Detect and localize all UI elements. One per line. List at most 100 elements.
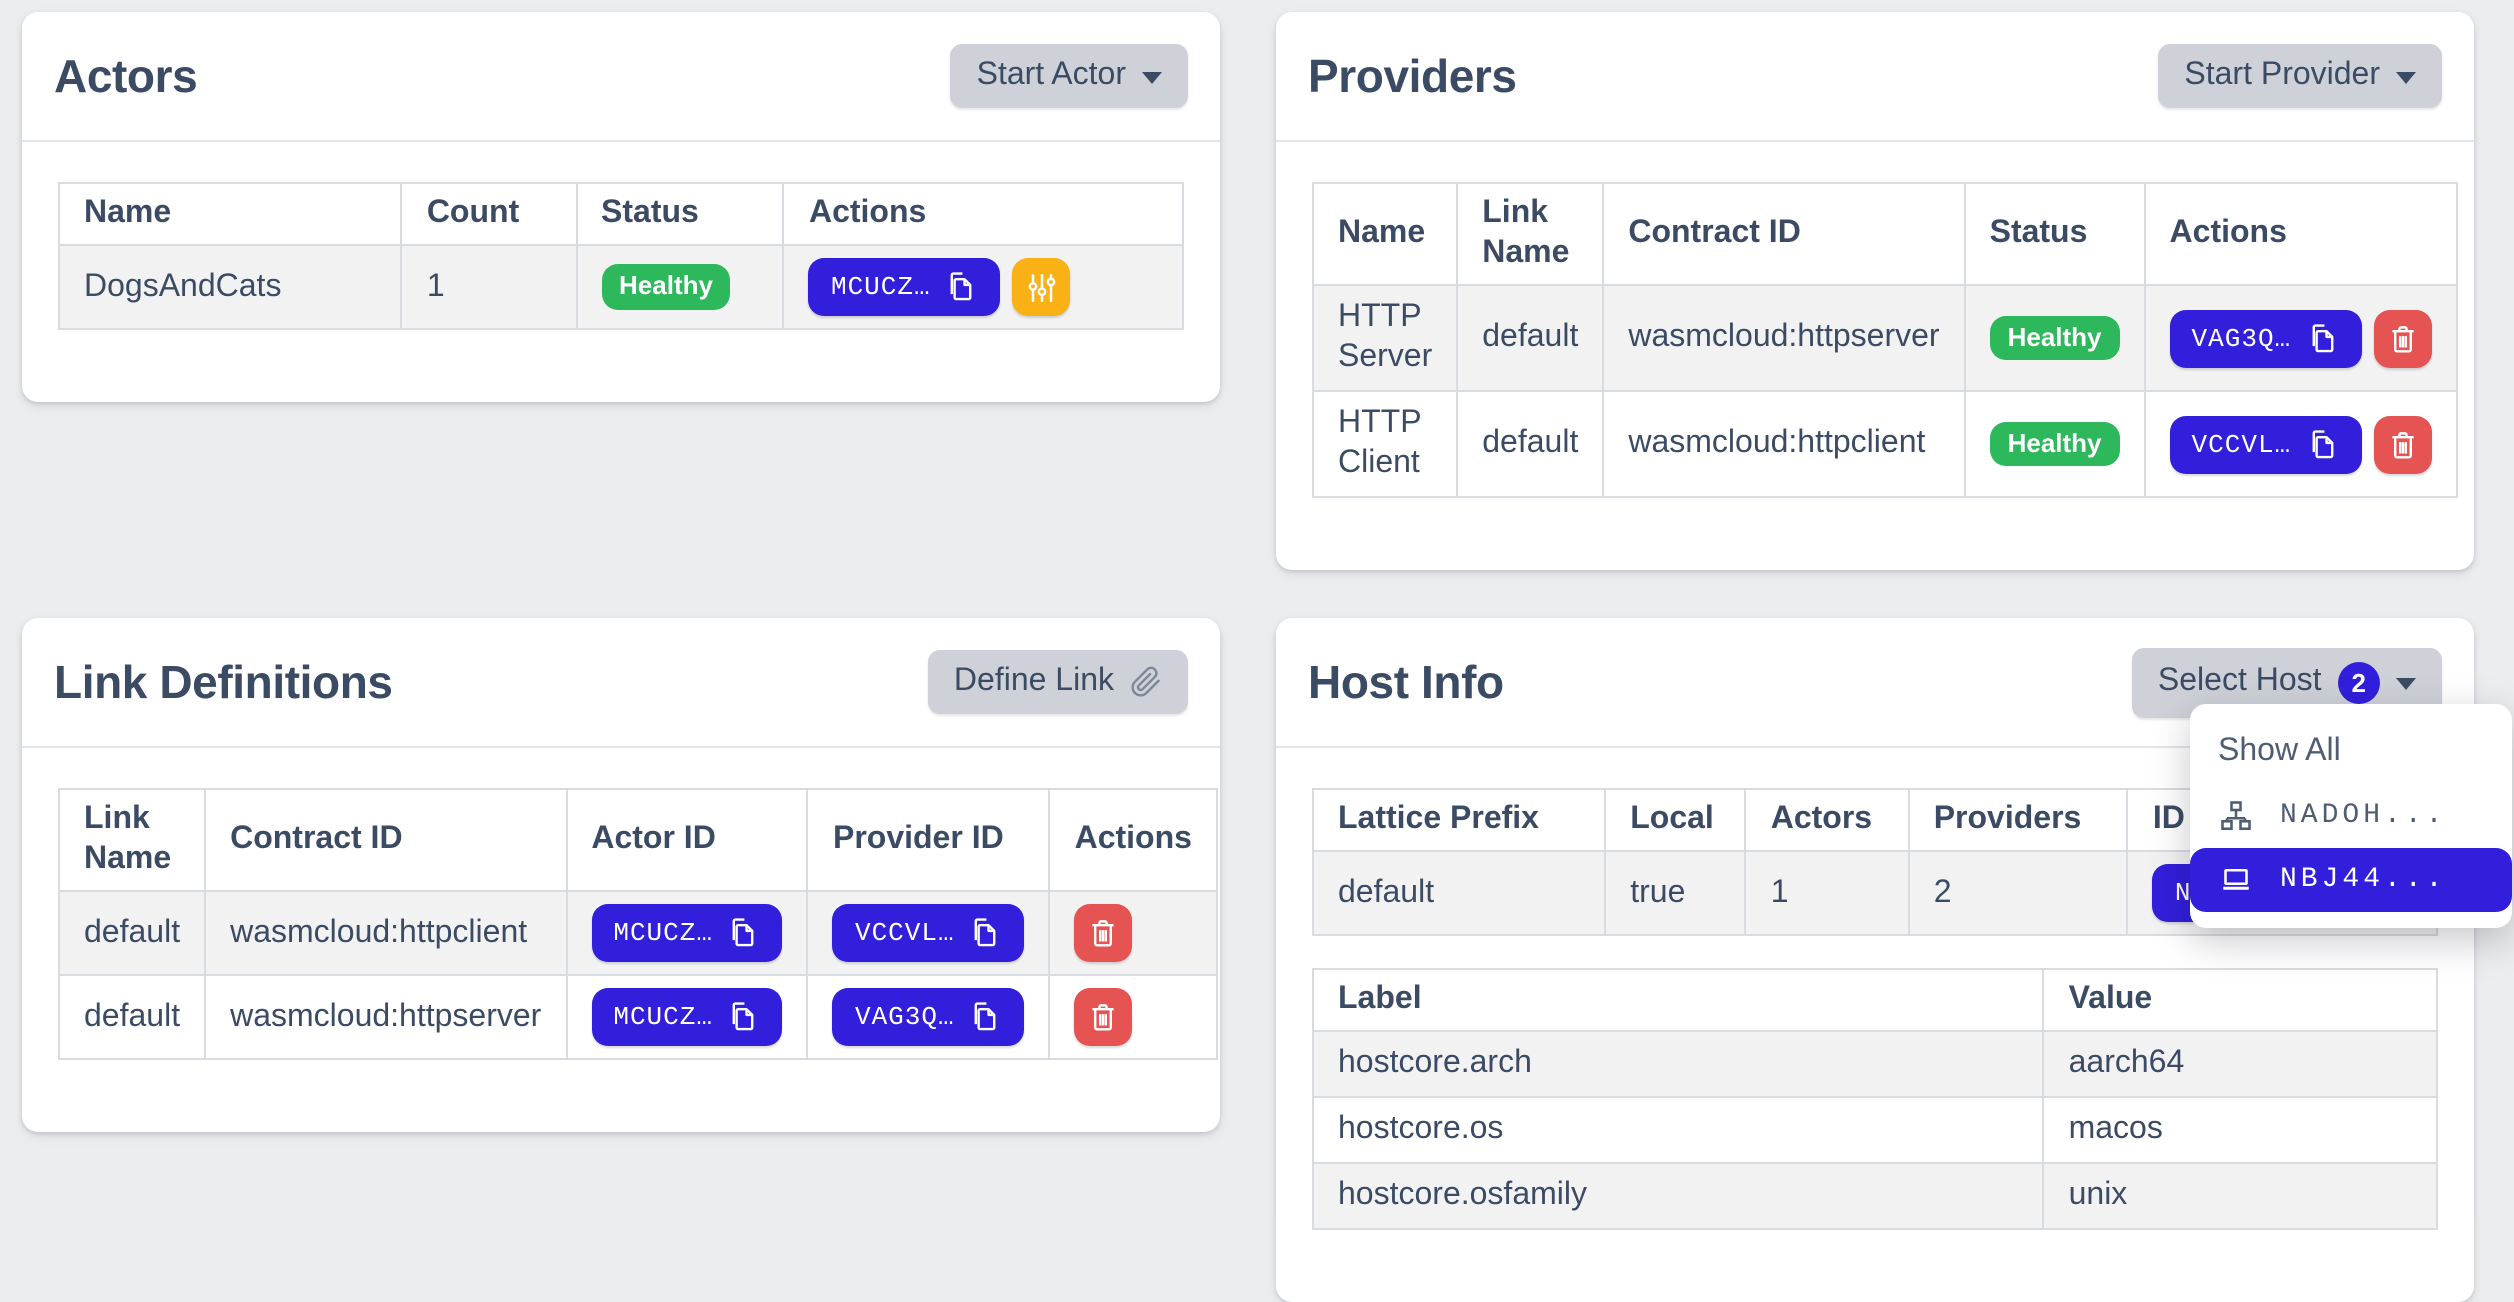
column-header: Actions: [2143, 182, 2458, 286]
actor-scale-button[interactable]: [1012, 258, 1071, 316]
card-actors: Actors Start Actor Name Count Status Act…: [22, 12, 1220, 402]
column-header: Name: [57, 182, 403, 246]
link-name: default: [57, 890, 207, 976]
column-header: Actions: [782, 182, 1184, 246]
define-link-button[interactable]: Define Link: [927, 650, 1188, 714]
link-remove-button[interactable]: [1074, 988, 1133, 1046]
copy-icon: [2311, 323, 2333, 352]
actions-group: MCUCZ…: [808, 258, 1158, 316]
link-name: default: [57, 974, 207, 1060]
start-provider-label: Start Provider: [2184, 58, 2380, 92]
card-providers-body: Name Link Name Contract ID Status Action…: [1276, 142, 2474, 570]
column-header: Contract ID: [1602, 182, 1966, 286]
provider-id-label: VAG3Q…: [854, 1002, 955, 1032]
status-badge: Healthy: [1989, 315, 2120, 361]
card-host-info-body: Lattice Prefix Local Actors Providers ID…: [1276, 748, 2474, 1302]
define-link-label: Define Link: [953, 664, 1114, 698]
copy-icon: [2311, 429, 2333, 458]
start-actor-button[interactable]: Start Actor: [950, 44, 1188, 108]
provider-id-label: VCCVL…: [2191, 429, 2292, 459]
column-header: Lattice Prefix: [1311, 788, 1607, 852]
actor-id-copy-button[interactable]: MCUCZ…: [808, 258, 1001, 316]
provider-link-name: default: [1456, 390, 1605, 498]
actions-group: VAG3Q…: [2169, 309, 2432, 367]
menu-item-host-1[interactable]: NBJ44...: [2190, 848, 2512, 912]
column-header: Actor ID: [565, 788, 809, 892]
provider-status-cell: Healthy: [1963, 390, 2146, 498]
link-actor-id-cell: MCUCZ…: [565, 974, 809, 1060]
column-header: Provider ID: [806, 788, 1051, 892]
link-contract-id: wasmcloud:httpserver: [204, 974, 568, 1060]
provider-actions-cell: VCCVL…: [2143, 390, 2458, 498]
host-lattice-prefix: default: [1311, 850, 1607, 936]
actor-count: 1: [400, 244, 578, 330]
copy-icon: [733, 918, 755, 947]
column-header: Link Name: [1456, 182, 1605, 286]
table-row: hostcore.os macos: [1311, 1096, 2438, 1164]
caret-down-icon: [2396, 678, 2416, 690]
copy-icon: [975, 918, 997, 947]
host-label: hostcore.arch: [1311, 1030, 2045, 1098]
table-row: HTTP Server default wasmcloud:httpserver…: [1311, 284, 2458, 392]
start-provider-button[interactable]: Start Provider: [2158, 44, 2442, 108]
host-id-label: NBJ44...: [2280, 864, 2447, 896]
trash-icon: [2391, 431, 2413, 458]
link-provider-id-cell: VCCVL…: [806, 890, 1051, 976]
caret-down-icon: [1142, 72, 1162, 84]
providers-table: Name Link Name Contract ID Status Action…: [1311, 182, 2458, 498]
host-count-badge: 2: [2337, 661, 2380, 703]
link-provider-id-copy-button[interactable]: VCCVL…: [832, 904, 1025, 962]
table-row: DogsAndCats 1 Healthy MCUCZ…: [57, 244, 1184, 330]
card-actors-body: Name Count Status Actions DogsAndCats 1 …: [22, 142, 1220, 402]
select-host-dropdown-menu: Show All NADOH... NBJ44...: [2190, 704, 2512, 928]
link-actor-id-copy-button[interactable]: MCUCZ…: [591, 904, 783, 962]
provider-id-label: VCCVL…: [854, 918, 955, 948]
paperclip-icon: [1131, 666, 1160, 697]
trash-icon: [2391, 325, 2413, 352]
column-header: Link Name: [57, 788, 207, 892]
trash-icon: [1092, 1004, 1115, 1031]
link-provider-id-copy-button[interactable]: VAG3Q…: [832, 988, 1025, 1046]
provider-id-copy-button[interactable]: VAG3Q…: [2169, 309, 2362, 367]
table-header-row: Lattice Prefix Local Actors Providers ID: [1311, 788, 2438, 852]
provider-remove-button[interactable]: [2373, 309, 2432, 367]
provider-status-cell: Healthy: [1963, 284, 2146, 392]
status-badge: Healthy: [1989, 421, 2120, 467]
link-actor-id-copy-button[interactable]: MCUCZ…: [591, 988, 783, 1046]
link-actions-cell: [1048, 974, 1218, 1060]
host-label-value: macos: [2042, 1096, 2438, 1164]
table-row: HTTP Client default wasmcloud:httpclient…: [1311, 390, 2458, 498]
actor-actions-cell: MCUCZ…: [782, 244, 1184, 330]
link-remove-button[interactable]: [1074, 904, 1133, 962]
card-providers: Providers Start Provider Name Link Name …: [1276, 12, 2474, 570]
column-header: Local: [1604, 788, 1747, 852]
host-labels-table: Label Value hostcore.arch aarch64 hostco…: [1311, 968, 2438, 1230]
card-link-definitions-body: Link Name Contract ID Actor ID Provider …: [22, 748, 1220, 1132]
actor-id-label: MCUCZ…: [830, 272, 931, 302]
column-header: Actors: [1744, 788, 1910, 852]
card-title: Link Definitions: [54, 655, 393, 707]
copy-icon: [733, 1002, 755, 1031]
column-header: Providers: [1907, 788, 2129, 852]
dashboard-page: Actors Start Actor Name Count Status Act…: [22, 12, 2512, 1302]
host-label: hostcore.os: [1311, 1096, 2045, 1164]
cards-grid: Actors Start Actor Name Count Status Act…: [22, 12, 2512, 1302]
provider-id-copy-button[interactable]: VCCVL…: [2169, 415, 2362, 473]
provider-link-name: default: [1456, 284, 1605, 392]
column-header: Label: [1311, 968, 2045, 1032]
link-actions-cell: [1048, 890, 1218, 976]
host-id-label: NADOH...: [2280, 800, 2447, 832]
provider-id-label: VAG3Q…: [2191, 323, 2292, 353]
actor-id-label: MCUCZ…: [613, 1002, 713, 1032]
status-badge: Healthy: [601, 264, 731, 310]
menu-item-host-0[interactable]: NADOH...: [2190, 784, 2512, 848]
menu-item-show-all[interactable]: Show All: [2218, 734, 2341, 768]
table-header-row: Name Count Status Actions: [57, 182, 1184, 246]
sitemap-icon: [2221, 801, 2251, 831]
table-row: default wasmcloud:httpclient MCUCZ…: [57, 890, 1218, 976]
provider-name: HTTP Server: [1311, 284, 1459, 392]
card-title: Providers: [1308, 49, 1517, 101]
sliders-icon: [1028, 272, 1056, 302]
provider-remove-button[interactable]: [2373, 415, 2432, 473]
card-title: Host Info: [1308, 655, 1504, 707]
